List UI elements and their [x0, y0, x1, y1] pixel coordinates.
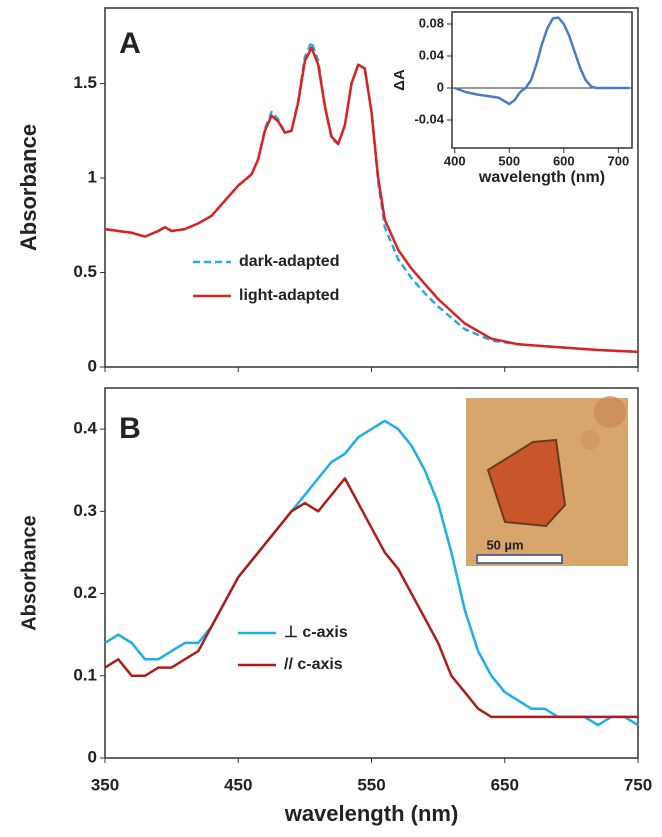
scale-bar — [476, 554, 563, 564]
photo-blob — [594, 396, 626, 428]
y-tick-label: 0 — [88, 747, 97, 766]
data-line — [104, 46, 639, 354]
x-tick-label: 650 — [491, 775, 519, 794]
crystal — [486, 438, 567, 528]
y-tick-label: 1 — [88, 168, 97, 187]
y-axis-title: ΔA — [391, 69, 408, 91]
crystal-photo — [466, 396, 628, 566]
legend-label: // c-axis — [284, 656, 343, 673]
x-axis-title: wavelength (nm) — [284, 801, 459, 826]
y-tick-label: 0.3 — [73, 501, 97, 520]
x-tick-label: 700 — [608, 153, 630, 168]
y-tick-label: 0.04 — [419, 47, 445, 62]
y-axis-title: Absorbance — [18, 515, 40, 631]
x-tick-label: 550 — [357, 775, 385, 794]
x-axis-title: wavelength (nm) — [478, 169, 605, 186]
y-tick-label: 0.1 — [73, 665, 97, 684]
data-line — [104, 477, 638, 719]
y-tick-label: 0.5 — [73, 262, 97, 281]
y-tick-label: 0 — [437, 79, 444, 94]
x-tick-label: 750 — [624, 775, 652, 794]
scale-label: 50 µm — [486, 537, 523, 552]
x-tick-label: 500 — [498, 153, 520, 168]
legend-label: ⊥ c-axis — [284, 624, 348, 641]
photo-blob — [580, 430, 600, 450]
y-axis-title: Absorbance — [16, 124, 41, 251]
y-tick-label: 0.2 — [73, 583, 97, 602]
data-line — [104, 419, 639, 727]
y-tick-label: 1.5 — [73, 73, 97, 92]
x-tick-label: 400 — [444, 153, 466, 168]
data-line — [454, 16, 630, 106]
plot-frame — [451, 11, 633, 149]
panel-label: B — [119, 412, 141, 445]
y-tick-label: 0.08 — [419, 15, 444, 30]
y-tick-label: 0.4 — [73, 419, 97, 438]
x-tick-label: 600 — [553, 153, 575, 168]
legend-label: light-adapted — [239, 287, 339, 304]
x-tick-label: 350 — [91, 775, 119, 794]
y-tick-label: 0 — [88, 356, 97, 375]
x-tick-label: 450 — [224, 775, 252, 794]
y-tick-label: -0.04 — [414, 111, 444, 126]
plot-frame — [104, 7, 639, 368]
legend-label: dark-adapted — [239, 253, 339, 270]
panel-label: A — [119, 27, 141, 60]
